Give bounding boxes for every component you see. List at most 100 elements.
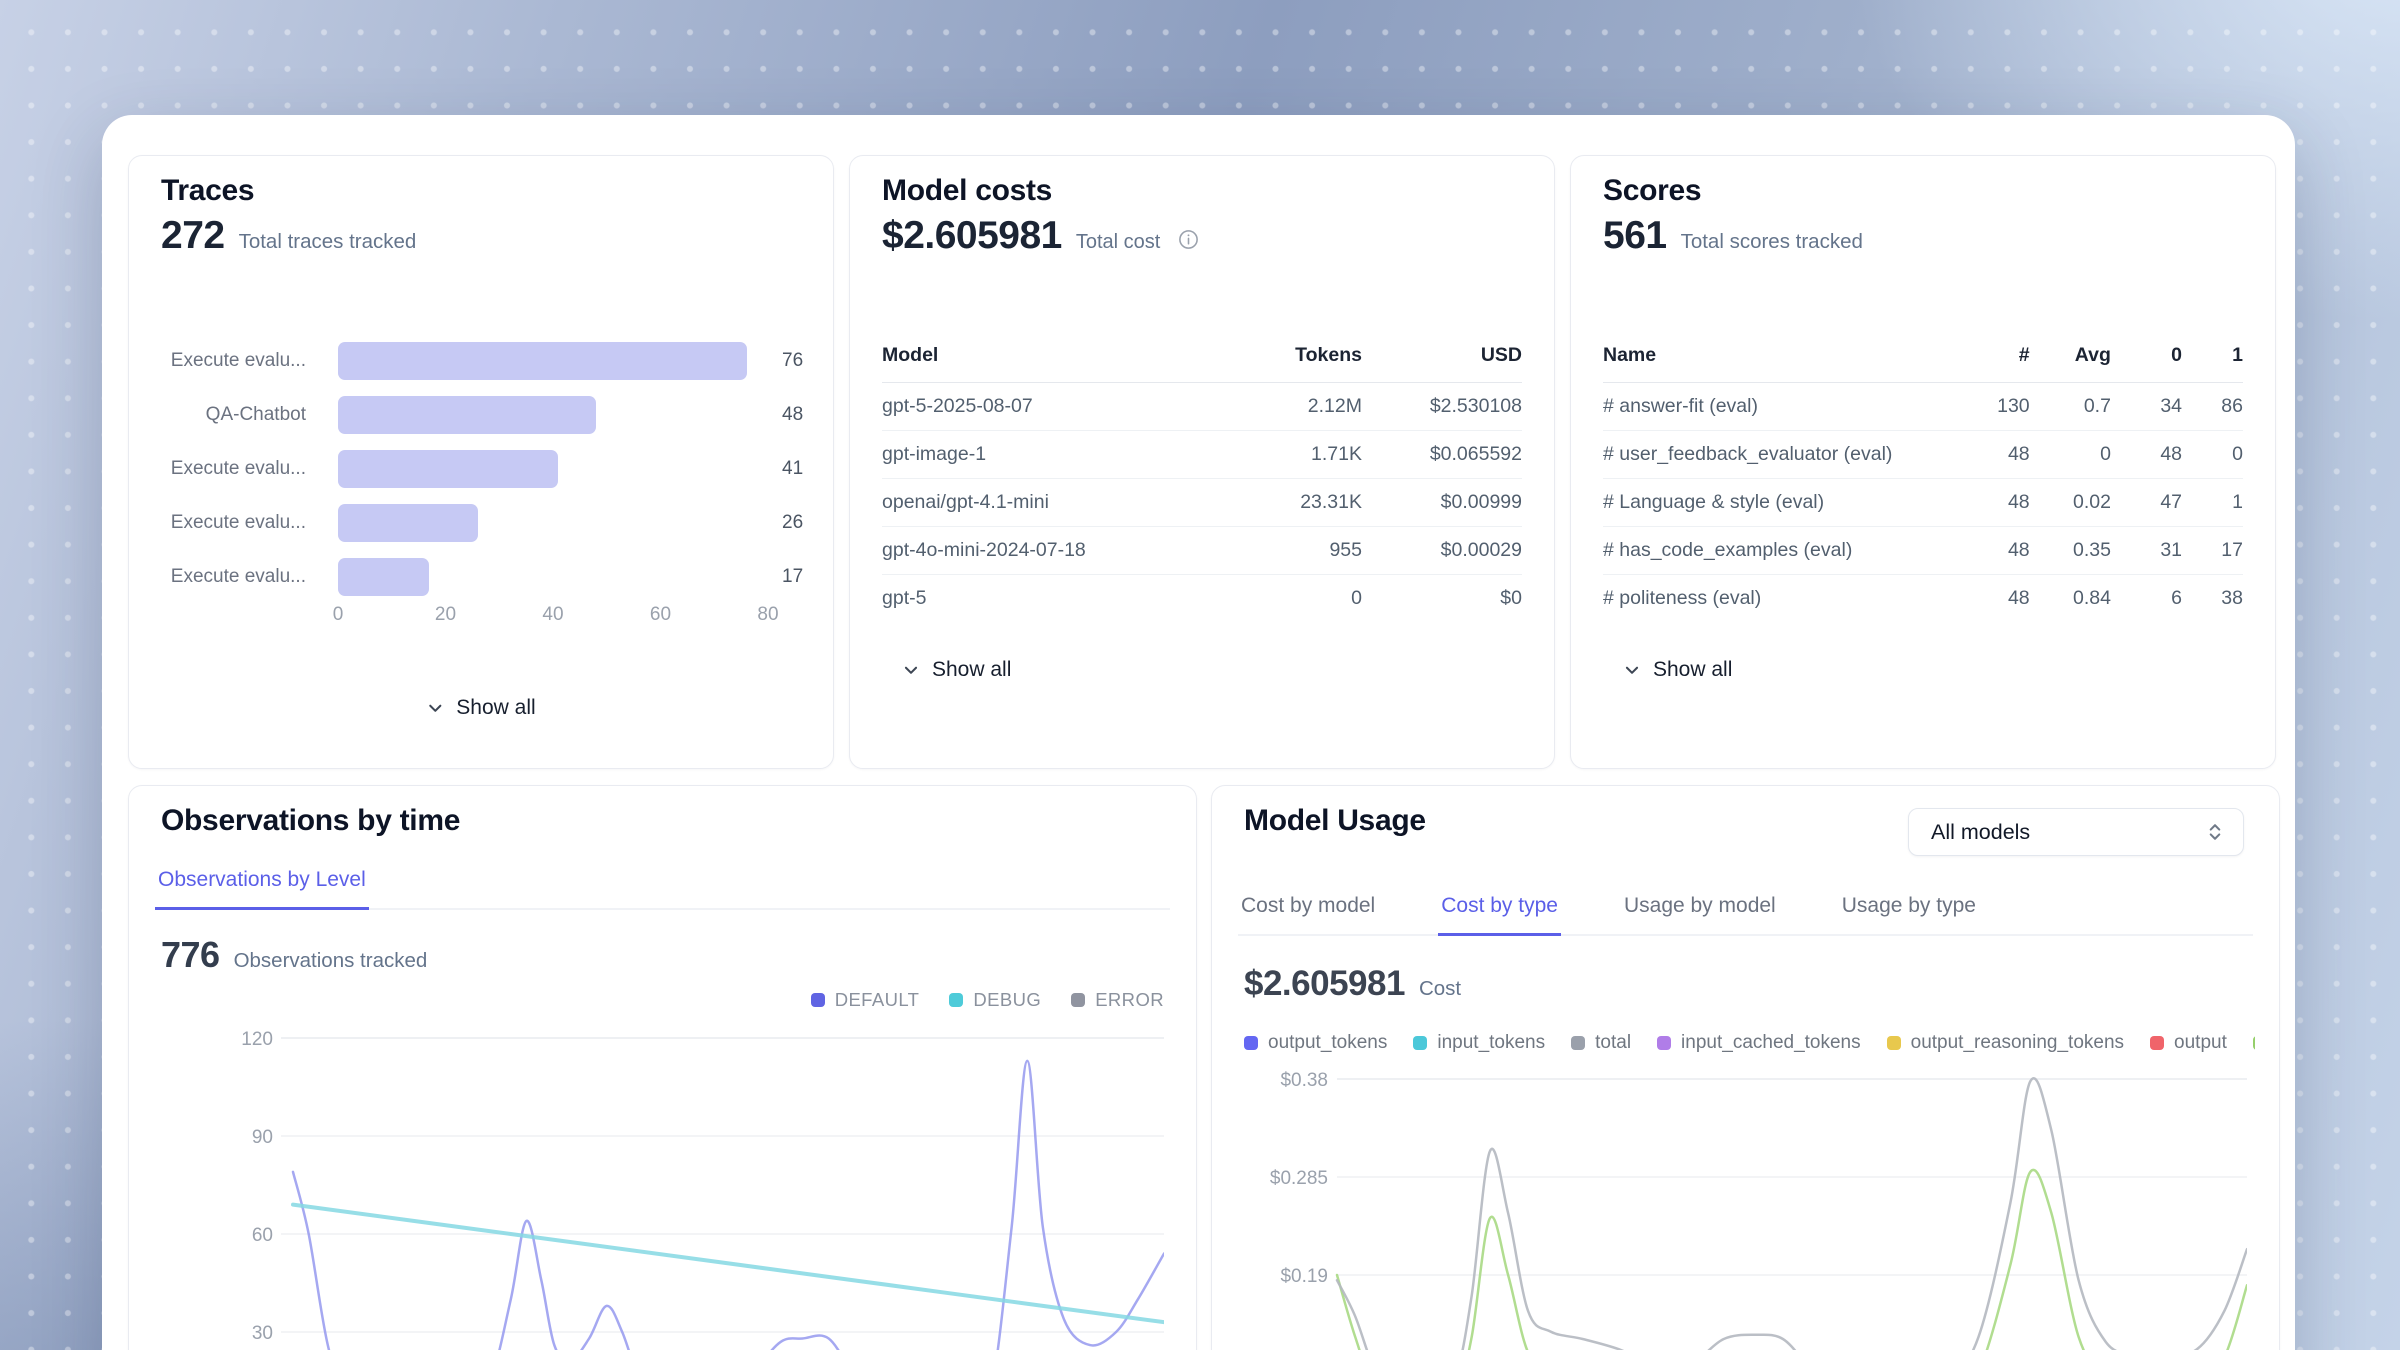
table-cell: # politeness (eval) <box>1603 587 1762 609</box>
table-cell: gpt-5-2025-08-07 <box>882 382 1212 431</box>
table-cell: 6 <box>2171 587 2183 609</box>
legend-item: DEFAULT <box>810 989 920 1011</box>
bar <box>338 450 559 488</box>
model-filter-value: All models <box>1931 819 2031 844</box>
table-row: # politeness (eval) 48 0.84 6 38 <box>1603 575 2243 623</box>
table-row: gpt-5-2025-08-07 2.12M $2.530108 <box>882 382 1522 431</box>
table-row: openai/gpt-4.1-mini 23.31K $0.00999 <box>882 478 1522 527</box>
tab-usage-by-type[interactable]: Usage by type <box>1841 894 1976 917</box>
legend-label: input_tokens <box>1437 1032 1546 1053</box>
table-cell: 48 <box>1953 430 2030 479</box>
table-cell: 48 <box>2110 430 2183 479</box>
scores-card: Scores 561 Total scores tracked Name # Avg… <box>1570 155 2276 769</box>
scores-table: Name # Avg 0 1 # answer-fit (eval) 130 0.7 34 86 #… <box>1603 344 2243 622</box>
chevron-down-icon <box>1625 666 1639 674</box>
table-cell: gpt-4o-mini-2024-07-18 <box>882 526 1212 575</box>
table-cell: 17 <box>2182 526 2243 575</box>
bar-value-label: 76 <box>782 350 804 371</box>
table-cell: 47 <box>2110 478 2183 527</box>
y-axis-tick-label: 60 <box>252 1225 273 1246</box>
observations-legend: DEFAULT DEBUG ERROR <box>810 989 1164 1011</box>
info-icon[interactable] <box>1178 229 1199 250</box>
tab-observations-by-level[interactable]: Observations by Level <box>155 868 369 910</box>
axis-tick-label: 80 <box>757 604 779 625</box>
model-usage-card: Model Usage All models Cost by model Cost… <box>1211 785 2280 1350</box>
traces-bar-chart: Execute evalu... 76 QA-Chatbot 48 Execute ev… <box>129 342 833 612</box>
column-header: Name <box>1603 344 1954 383</box>
table-cell: 86 <box>2182 382 2243 431</box>
legend-swatch-icon <box>810 993 825 1007</box>
table-cell: $0 <box>1500 587 1522 609</box>
tab-cost-by-type[interactable]: Cost by type <box>1438 894 1561 936</box>
table-row: # user_feedback_evaluator (eval) 48 0 48 0 <box>1603 430 2243 479</box>
tab-usage-by-model[interactable]: Usage by model <box>1623 894 1776 917</box>
legend-item: output <box>2150 1032 2227 1054</box>
scores-metric: 561 Total scores tracked <box>1603 214 1863 258</box>
bar-value-label: 17 <box>782 566 804 587</box>
traces-x-axis: 0 20 40 60 80 <box>333 604 779 628</box>
legend-label: output <box>2174 1032 2227 1053</box>
table-cell: 2.12M <box>1212 382 1362 431</box>
scores-show-all-button[interactable]: Show all <box>1623 658 1732 682</box>
model-costs-table: Model Tokens USD gpt-5-2025-08-07 2.12M $2.53… <box>882 344 1522 622</box>
y-axis-tick-label: 120 <box>241 1029 273 1050</box>
legend-item: output_reasoning_tokens <box>1886 1032 2124 1054</box>
table-cell: # Language & style (eval) <box>1603 478 1954 527</box>
show-all-label: Show all <box>456 696 536 719</box>
model-costs-show-all-button[interactable]: Show all <box>902 658 1011 682</box>
observations-card-title: Observations by time <box>161 804 461 837</box>
legend-item: total <box>1571 1032 1631 1054</box>
model-costs-total: $2.605981 <box>882 214 1062 257</box>
observations-line-chart: 120 90 60 30 <box>241 1029 1164 1350</box>
y-axis-tick-label: 30 <box>252 1323 273 1344</box>
legend-swatch-icon <box>2150 1036 2165 1050</box>
model-filter-select[interactable]: All models <box>1908 808 2244 856</box>
table-cell: 0.7 <box>2029 382 2111 431</box>
table-cell: 1 <box>2182 478 2243 527</box>
column-header: # <box>1953 344 2030 383</box>
bar-track <box>338 342 768 380</box>
bar-value-label: 41 <box>782 458 804 479</box>
chevron-down-icon <box>429 704 442 712</box>
show-all-label: Show all <box>932 658 1012 681</box>
traces-card-title: Traces <box>161 174 255 207</box>
tab-cost-by-model[interactable]: Cost by model <box>1241 894 1376 917</box>
axis-tick-label: 0 <box>332 604 344 625</box>
model-usage-total-label: Cost <box>1418 977 1462 1000</box>
table-header-row: Model Tokens USD <box>882 344 1522 383</box>
column-header: 1 <box>2182 344 2243 383</box>
legend-label: DEBUG <box>973 989 1042 1010</box>
table-row: # Language & style (eval) 48 0.02 47 1 <box>1603 478 2243 527</box>
legend-swatch-icon <box>1413 1036 1428 1050</box>
model-usage-total: $2.605981 <box>1244 964 1405 1003</box>
bar-value-label: 26 <box>782 512 804 533</box>
table-cell: 48 <box>1953 478 2030 527</box>
axis-tick-label: 20 <box>434 604 457 625</box>
traces-subtitle: Total traces tracked <box>238 230 417 253</box>
select-chevrons-icon <box>2209 824 2221 840</box>
table-cell: 48 <box>1953 526 2030 575</box>
observations-card: Observations by time Observations by Lev… <box>128 785 1197 1350</box>
bar-row: Execute evalu... 26 <box>129 504 833 542</box>
bar-value-label: 48 <box>782 404 804 425</box>
y-axis-tick-label: $0.19 <box>1280 1266 1328 1287</box>
bar-row: QA-Chatbot 48 <box>129 396 833 434</box>
table-cell: openai/gpt-4.1-mini <box>882 478 1212 527</box>
show-all-label: Show all <box>1653 658 1733 681</box>
column-header: USD <box>1362 344 1522 383</box>
traces-show-all-button[interactable]: Show all <box>426 696 536 720</box>
model-costs-card-title: Model costs <box>882 174 1053 207</box>
dashboard-container: Traces 272 Total traces tracked Execute … <box>102 115 2295 1350</box>
table-cell: # answer-fit (eval) <box>1603 382 1954 431</box>
model-costs-card: Model costs $2.605981 Total cost Model To… <box>849 155 1555 769</box>
legend-item: input_tokens <box>1413 1032 1545 1054</box>
legend-swatch-icon <box>1657 1036 1672 1050</box>
bar <box>338 342 747 380</box>
legend-label: DEFAULT <box>834 989 920 1010</box>
table-cell: $0.00999 <box>1362 478 1522 527</box>
series-line-total <box>1335 1077 2247 1350</box>
table-cell: # user_feedback_evaluator (eval) <box>1603 430 1954 479</box>
series-line-input <box>1335 1168 2247 1350</box>
bar-track <box>338 396 768 434</box>
